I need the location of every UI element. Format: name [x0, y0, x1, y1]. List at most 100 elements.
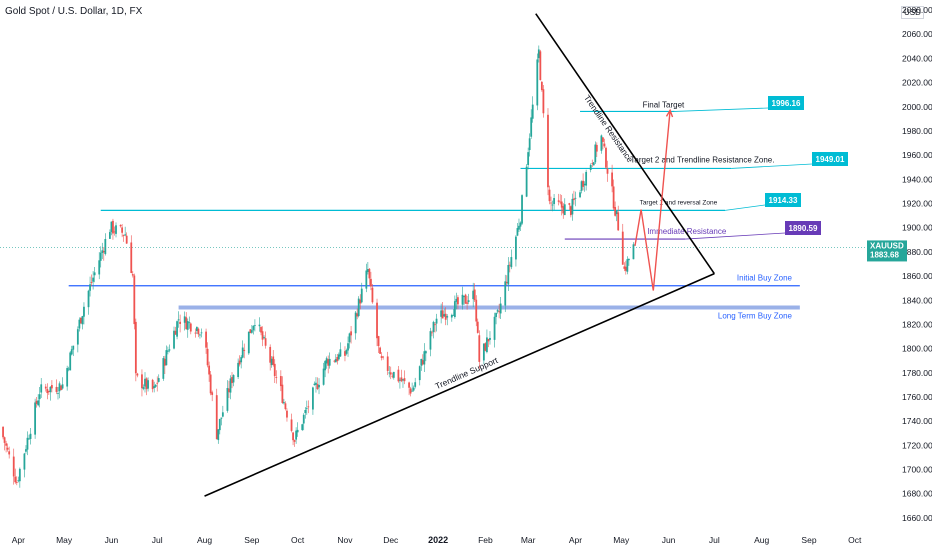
candle-body [144, 378, 146, 387]
candle-body [347, 343, 349, 351]
candle-body [173, 330, 175, 349]
candle-body [467, 300, 470, 302]
candle-body [408, 382, 410, 388]
candle-body [582, 180, 584, 187]
immediate-resistance-badge-bg [785, 221, 821, 235]
candle-body [302, 414, 305, 424]
candle-body [377, 336, 380, 346]
candle-body [379, 347, 381, 354]
initial-buy-zone-label: Initial Buy Zone [737, 274, 793, 283]
y-tick-label: 2000.00 [902, 102, 932, 112]
candle-body [371, 287, 374, 303]
candle-body [211, 392, 214, 395]
target-1-badge: 1914.33 [769, 196, 798, 205]
candle-body [333, 360, 336, 362]
candle-body [279, 376, 282, 387]
candle-body [206, 348, 209, 366]
candle-body [621, 231, 624, 265]
candle-body [70, 349, 73, 355]
candle-body [5, 443, 8, 446]
candle-body [539, 51, 542, 81]
candle-body [466, 302, 468, 304]
candle-body [281, 384, 284, 403]
candle-body [515, 236, 517, 260]
candle-body [580, 181, 583, 191]
time-axis[interactable]: Apr May Jun Jul Aug Sep Oct Nov Dec 2022 Feb Mar Apr… [12, 535, 862, 545]
candle-body [177, 319, 180, 321]
candle-body [414, 382, 417, 387]
candle-body [315, 382, 317, 385]
candle-body [44, 386, 47, 389]
candle-body [3, 437, 6, 443]
candle-body [35, 400, 38, 404]
candle-body [389, 372, 392, 375]
candle-body [2, 426, 4, 438]
y-tick-label: 1760.00 [902, 392, 932, 402]
candle-body [594, 144, 597, 163]
last-price-tag: XAUUSD 1883.68 [867, 240, 907, 262]
price-axis[interactable]: 1660.00 1680.00 1700.00 1720.00 1740.00 1760.… [902, 5, 932, 523]
candle-body [508, 264, 511, 266]
candle-body [238, 360, 241, 365]
candle-body [563, 204, 566, 216]
trendlines[interactable]: Trendline Resistance Trendline Support [204, 13, 716, 497]
candle-body [498, 311, 501, 313]
candle-body [8, 451, 11, 455]
x-tick-label: Aug [197, 535, 212, 545]
candle-body [156, 382, 159, 384]
candle-body [101, 250, 104, 253]
candle-body [493, 316, 496, 340]
candle-body [130, 242, 133, 274]
candle-body [18, 468, 21, 482]
candle-body [102, 250, 105, 253]
candle-body [507, 264, 510, 285]
candle-body [69, 352, 72, 371]
candle-body [249, 329, 252, 334]
y-tick-label: 1720.00 [902, 440, 932, 450]
candle-body [154, 384, 157, 387]
candle-body [525, 166, 528, 197]
candle-body [72, 345, 75, 350]
candle-body [626, 259, 629, 272]
candle-body [557, 200, 560, 202]
candle-body [290, 419, 293, 431]
candle-body [229, 378, 232, 393]
candle-body [510, 257, 513, 268]
projection-path[interactable] [634, 108, 674, 291]
candle-body [109, 232, 111, 239]
y-tick-label: 1860.00 [902, 271, 932, 281]
y-tick-label: 1800.00 [902, 344, 932, 354]
candle-body [151, 379, 154, 390]
candle-body [272, 356, 275, 365]
candle-body [595, 144, 598, 152]
candle-body [412, 387, 415, 391]
candle-body [200, 332, 203, 334]
final-target-badge-bg [768, 96, 804, 110]
candle-body [217, 429, 220, 441]
candle-body [98, 260, 101, 275]
candle-body [473, 289, 476, 301]
candle-body [40, 384, 43, 393]
candle-body [134, 321, 137, 374]
candle-body [536, 59, 539, 106]
candle-body [388, 372, 391, 374]
candle-body [237, 362, 240, 378]
candle-body [403, 378, 406, 382]
candle-body [435, 318, 438, 324]
final-target-badge: 1996.16 [772, 99, 801, 108]
candle-body [453, 301, 456, 318]
candle-body [199, 334, 201, 336]
candle-body [221, 412, 224, 417]
target-2-badge-bg [812, 152, 848, 166]
candle-body [60, 385, 62, 391]
candle-body [360, 288, 363, 303]
candle-body [528, 138, 531, 151]
candle-body [446, 316, 449, 318]
candle-body [495, 312, 497, 317]
candle-body [142, 387, 145, 389]
candle-body [99, 252, 102, 261]
candle-body [312, 387, 314, 410]
candle-body [411, 390, 414, 392]
horizontal-levels[interactable]: Final Target 1996.16 Target 2 and Trendlin… [68, 96, 848, 321]
